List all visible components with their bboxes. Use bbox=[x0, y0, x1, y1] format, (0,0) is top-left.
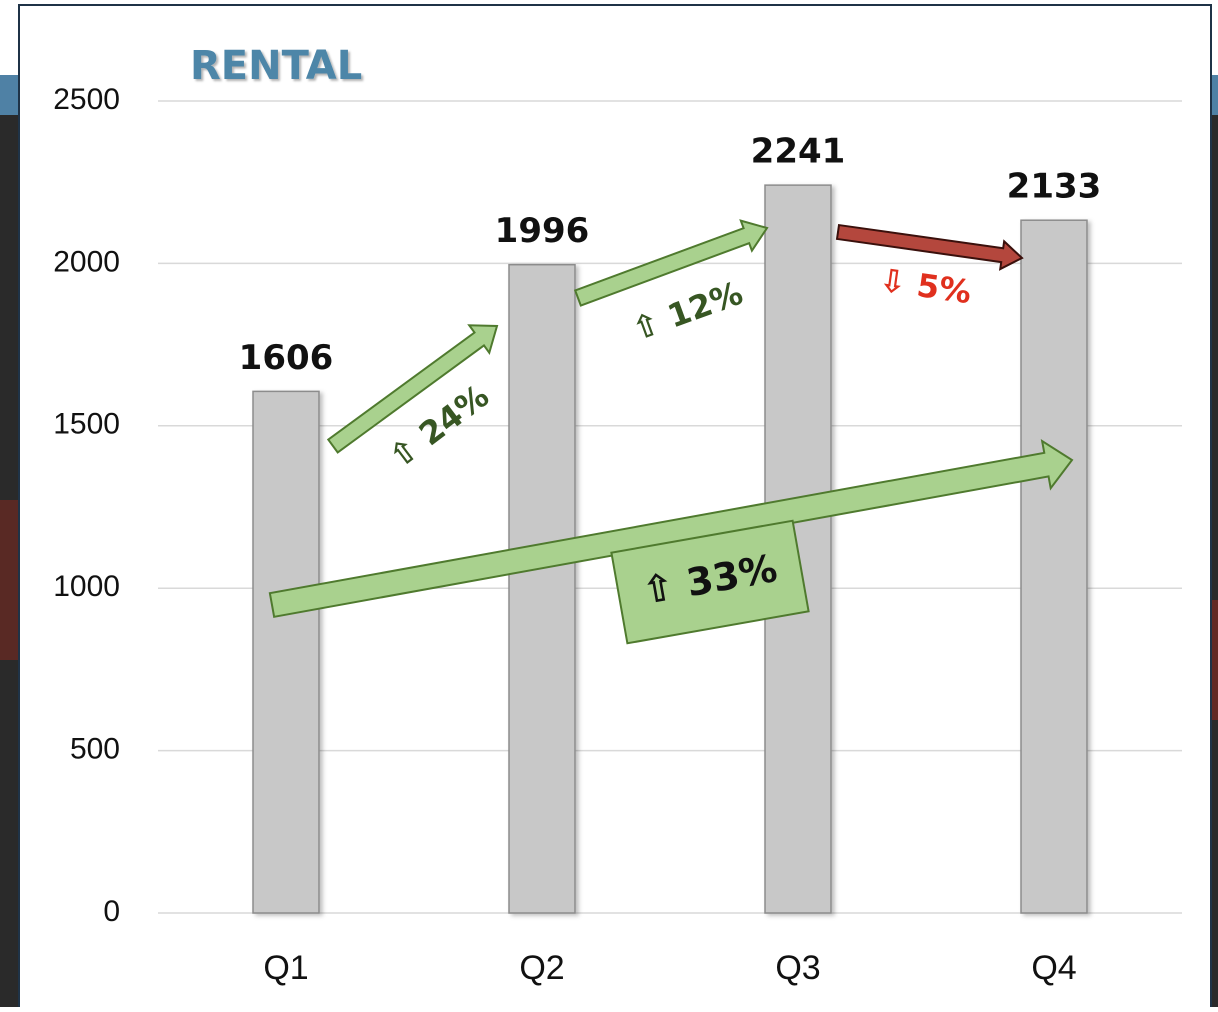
bar bbox=[509, 265, 575, 913]
y-tick-label: 0 bbox=[103, 895, 120, 928]
background-blur bbox=[1212, 600, 1218, 720]
y-tick-label: 2000 bbox=[53, 245, 120, 278]
value-label: 2241 bbox=[751, 132, 846, 172]
chart-title: RENTAL bbox=[190, 43, 362, 89]
x-tick-label: Q2 bbox=[519, 949, 564, 987]
x-tick-label: Q1 bbox=[263, 949, 308, 987]
bar bbox=[253, 391, 319, 913]
y-tick-label: 2500 bbox=[53, 83, 120, 116]
chart: RENTAL 0 500 1000 1500 2000 2500 Q1 1606 Q2 1996 Q… bbox=[0, 0, 1218, 1007]
x-tick-label: Q4 bbox=[1031, 949, 1076, 987]
y-tick-label: 500 bbox=[70, 733, 120, 766]
x-tick-label: Q3 bbox=[775, 949, 820, 987]
background-blur bbox=[0, 500, 18, 660]
y-tick-label: 1500 bbox=[53, 408, 120, 441]
y-tick-label: 1000 bbox=[53, 570, 120, 603]
value-label: 2133 bbox=[1007, 167, 1102, 207]
value-label: 1606 bbox=[239, 338, 334, 378]
bar bbox=[1021, 220, 1087, 913]
value-label: 1996 bbox=[495, 211, 590, 251]
